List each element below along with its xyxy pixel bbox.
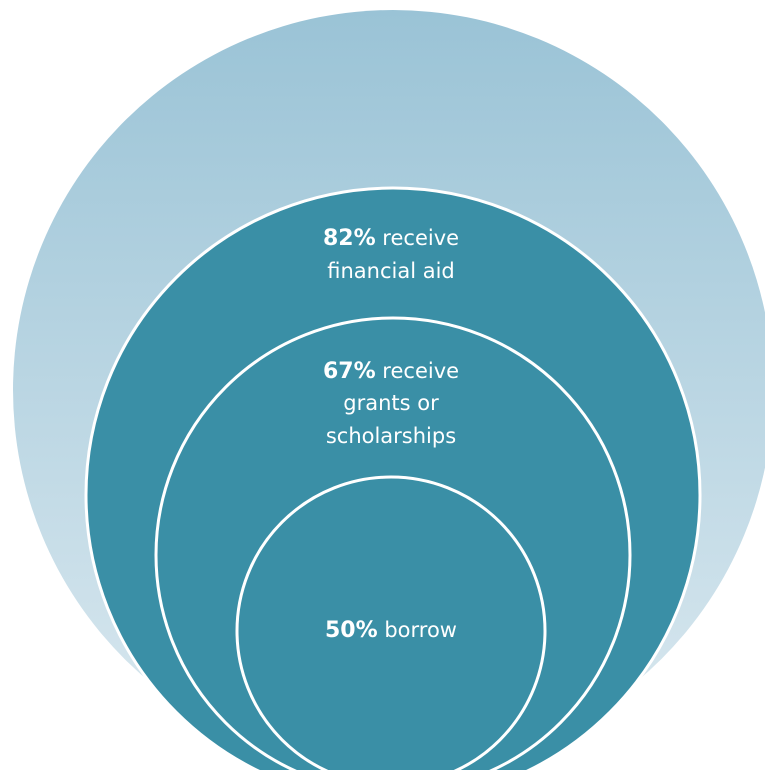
borrow-circle <box>235 475 547 770</box>
grants-label-line1: 67% receive <box>323 359 459 384</box>
borrow-suffix: borrow <box>378 618 457 642</box>
grants-label-line3: scholarships <box>326 424 456 448</box>
financial-aid-label-line2: financial aid <box>327 259 455 283</box>
borrow-label: 50% borrow <box>325 618 457 643</box>
financial-aid-label-line1: 82% receive <box>323 226 459 251</box>
grants-suffix: receive <box>376 359 459 383</box>
borrow-percent: 50% <box>325 618 378 643</box>
financial-aid-suffix: receive <box>376 226 459 250</box>
financial-aid-percent: 82% <box>323 226 376 251</box>
grants-percent: 67% <box>323 359 376 384</box>
grants-label-line2: grants or <box>343 391 439 415</box>
